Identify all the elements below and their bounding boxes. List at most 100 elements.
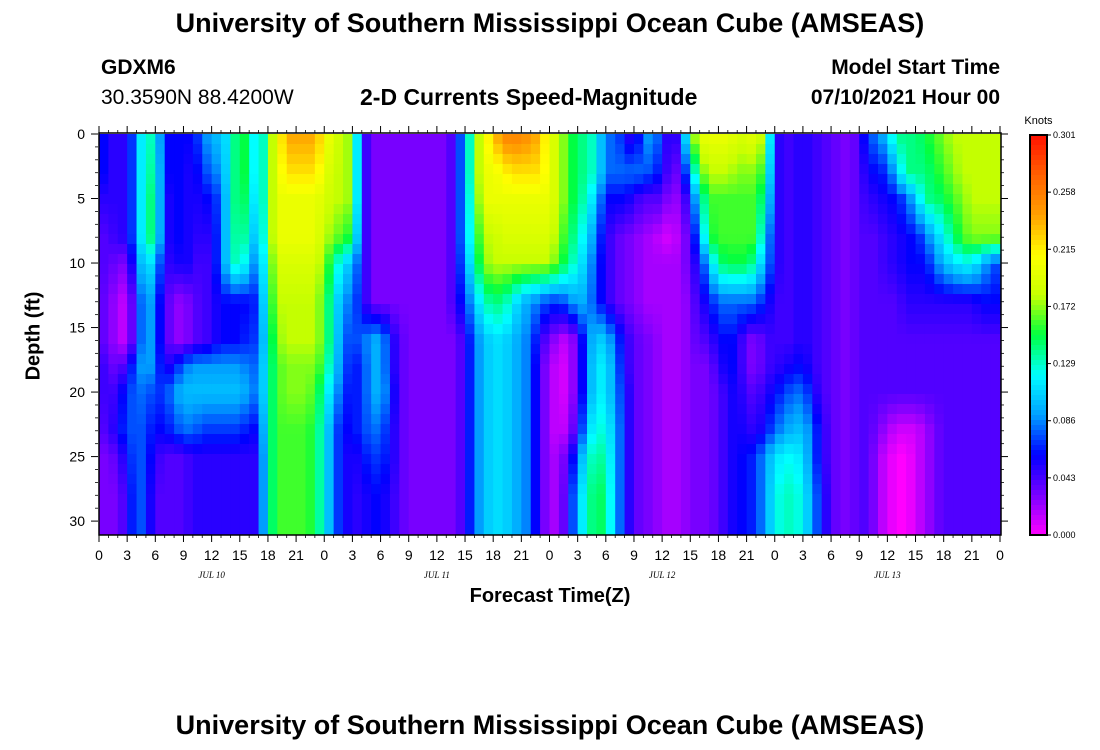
heatmap-cell <box>746 154 757 165</box>
heatmap-cell <box>709 224 720 235</box>
heatmap-cell <box>155 284 166 295</box>
heatmap-cell <box>540 294 551 305</box>
heatmap-cell <box>465 224 476 235</box>
heatmap-cell <box>493 324 504 335</box>
heatmap-cell <box>821 264 832 275</box>
heatmap-cell <box>380 494 391 505</box>
heatmap-cell <box>192 464 203 475</box>
heatmap-cell <box>737 424 748 435</box>
heatmap-cell <box>408 304 419 315</box>
heatmap-cell <box>774 494 785 505</box>
heatmap-cell <box>99 214 109 225</box>
heatmap-cell <box>483 154 494 165</box>
heatmap-cell <box>699 194 710 205</box>
heatmap-cell <box>662 294 673 305</box>
heatmap-cell <box>831 494 842 505</box>
heatmap-cell <box>202 214 213 225</box>
heatmap-cell <box>690 154 701 165</box>
heatmap-cell <box>361 204 372 215</box>
heatmap-cell <box>718 364 729 375</box>
heatmap-cell <box>746 424 757 435</box>
colorbar-segment <box>1030 250 1047 256</box>
heatmap-cell <box>202 314 213 325</box>
heatmap-cell <box>127 284 138 295</box>
heatmap-cell <box>802 284 813 295</box>
heatmap-cell <box>389 244 400 255</box>
heatmap-cell <box>333 164 344 175</box>
heatmap-cell <box>953 494 964 505</box>
heatmap-cell <box>652 364 663 375</box>
heatmap-cell <box>971 344 982 355</box>
heatmap-cell <box>821 524 832 535</box>
heatmap-cell <box>530 134 541 145</box>
heatmap-cell <box>192 394 203 405</box>
heatmap-cell <box>943 304 954 315</box>
heatmap-cell <box>915 304 926 315</box>
heatmap-cell <box>737 394 748 405</box>
heatmap-cell <box>324 324 335 335</box>
heatmap-cell <box>408 524 419 535</box>
heatmap-cell <box>671 324 682 335</box>
heatmap-cell <box>127 434 138 445</box>
heatmap-cell <box>924 364 935 375</box>
heatmap-cell <box>483 404 494 415</box>
heatmap-cell <box>418 304 429 315</box>
heatmap-cell <box>127 264 138 275</box>
heatmap-cell <box>906 404 917 415</box>
heatmap-cell <box>136 254 147 265</box>
heatmap-cell <box>840 464 851 475</box>
heatmap-cell <box>127 164 138 175</box>
heatmap-cell <box>436 514 447 525</box>
heatmap-cell <box>605 194 616 205</box>
heatmap-cell <box>174 474 185 485</box>
heatmap-cell <box>502 464 513 475</box>
heatmap-cell <box>192 264 203 275</box>
heatmap-cell <box>267 344 278 355</box>
heatmap-cell <box>943 244 954 255</box>
x-tick-label: 3 <box>799 547 807 563</box>
heatmap-cell <box>849 454 860 465</box>
heatmap-cell <box>633 264 644 275</box>
heatmap-cell <box>239 194 250 205</box>
heatmap-cell <box>755 294 766 305</box>
heatmap-cell <box>418 234 429 245</box>
heatmap-cell <box>577 254 588 265</box>
heatmap-cell <box>765 344 776 355</box>
heatmap-cell <box>709 234 720 245</box>
heatmap-cell <box>380 344 391 355</box>
heatmap-cell <box>155 254 166 265</box>
heatmap-cell <box>605 184 616 195</box>
heatmap-cell <box>802 404 813 415</box>
heatmap-cell <box>962 194 973 205</box>
heatmap-cell <box>671 164 682 175</box>
heatmap-cell <box>896 174 907 185</box>
heatmap-cell <box>361 184 372 195</box>
heatmap-cell <box>990 434 1001 445</box>
heatmap-cell <box>446 274 457 285</box>
colorbar-segment <box>1030 520 1047 526</box>
heatmap-cell <box>906 464 917 475</box>
heatmap-cell <box>127 314 138 325</box>
heatmap-cell <box>577 424 588 435</box>
colorbar-segment <box>1030 460 1047 466</box>
heatmap-cell <box>633 454 644 465</box>
heatmap-cell <box>587 344 598 355</box>
heatmap-cell <box>934 434 945 445</box>
heatmap-cell <box>962 524 973 535</box>
heatmap-cell <box>502 214 513 225</box>
heatmap-cell <box>155 514 166 525</box>
heatmap-cell <box>868 164 879 175</box>
x-tick-label: 3 <box>574 547 582 563</box>
heatmap-cell <box>183 224 194 235</box>
heatmap-cell <box>352 224 363 235</box>
heatmap-cell <box>549 224 560 235</box>
heatmap-cell <box>577 484 588 495</box>
heatmap-cell <box>474 434 485 445</box>
heatmap-cell <box>709 514 720 525</box>
heatmap-cell <box>333 324 344 335</box>
heatmap-cell <box>962 334 973 345</box>
heatmap-cell <box>633 294 644 305</box>
heatmap-cell <box>812 164 823 175</box>
heatmap-cell <box>934 284 945 295</box>
heatmap-cell <box>690 244 701 255</box>
